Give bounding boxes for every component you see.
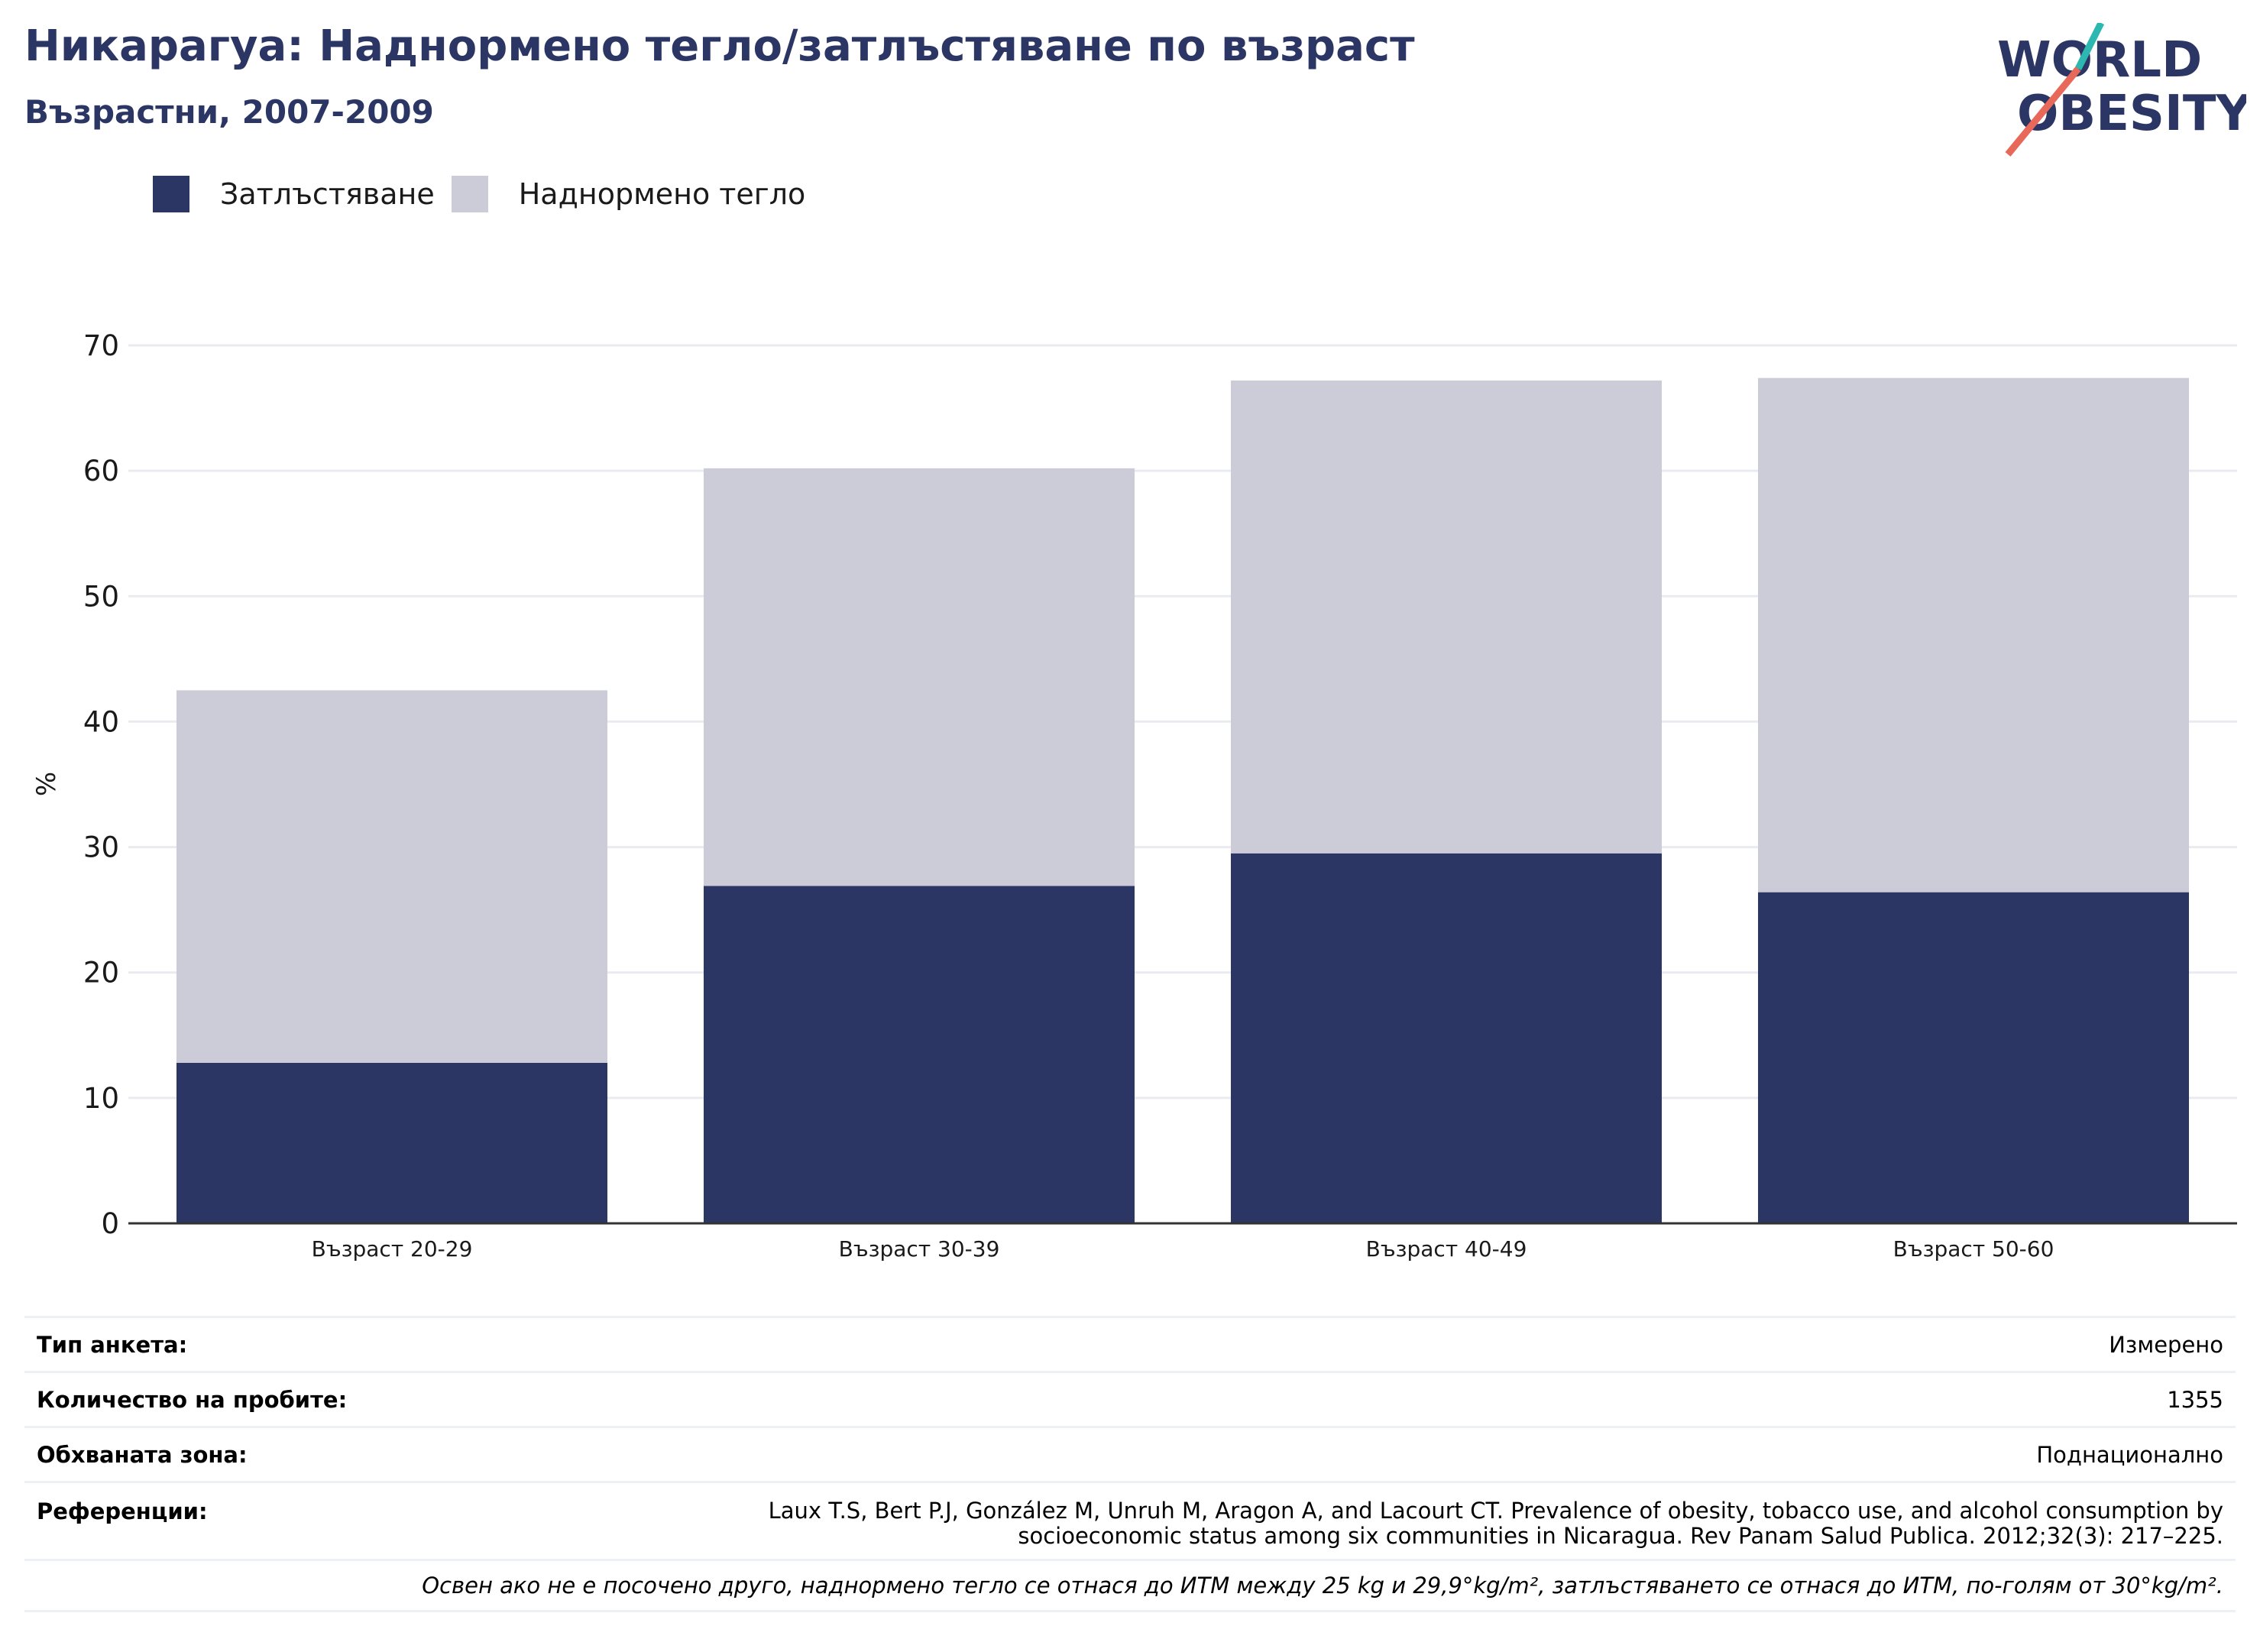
legend-swatch-obesity — [153, 176, 189, 212]
bar-overweight — [1231, 380, 1662, 854]
bar-overweight — [1758, 377, 2189, 892]
info-value-survey-type: Измерено — [2109, 1331, 2223, 1358]
y-tick-label: 20 — [83, 957, 119, 990]
y-tick-label: 60 — [83, 455, 119, 488]
chart-title: Никарагуа: Наднормено тегло/затлъстяване… — [24, 21, 1415, 71]
bar-overweight — [176, 690, 607, 1063]
reference-line-1: Laux T.S, Bert P.J, González M, Unruh M,… — [768, 1498, 2223, 1524]
legend-swatch-overweight — [451, 176, 488, 212]
info-key-references: Референции: — [37, 1498, 208, 1524]
legend-item-overweight: Наднормено тегло — [451, 176, 806, 212]
info-key-survey-type: Тип анкета: — [37, 1331, 188, 1358]
x-tick-label: Възраст 20-29 — [312, 1236, 473, 1262]
legend-item-obesity: Затлъстяване — [153, 176, 435, 212]
info-row-references: Референции: Laux T.S, Bert P.J, González… — [24, 1481, 2236, 1559]
info-value-sample-size: 1355 — [2167, 1386, 2223, 1413]
info-row-coverage: Обхваната зона: Поднационално — [24, 1426, 2236, 1481]
y-tick-label: 40 — [83, 705, 119, 738]
info-row-sample-size: Количество на пробите: 1355 — [24, 1371, 2236, 1426]
y-axis-label: % — [31, 772, 62, 796]
info-value-references: Laux T.S, Bert P.J, González M, Unruh M,… — [769, 1498, 2223, 1549]
stacked-bar-chart: 0 10 20 30 40 50 60 70% Възраст 20-29 Възраст 30-… — [31, 329, 2237, 1262]
y-tick-label: 30 — [83, 831, 119, 864]
logo-word-1: WORLD — [1997, 32, 2202, 89]
info-key-sample-size: Количество на пробите: — [37, 1386, 348, 1413]
info-value-coverage: Поднационално — [2036, 1441, 2223, 1468]
bar-obesity — [1758, 892, 2189, 1223]
legend-label-overweight: Наднормено тегло — [518, 177, 806, 211]
logo-slash-teal — [2074, 23, 2105, 71]
y-tick-label: 0 — [101, 1207, 119, 1240]
legend-label-obesity: Затлъстяване — [220, 177, 435, 211]
reference-line-2: socioeconomic status among six communiti… — [1018, 1523, 2223, 1549]
survey-info-table: Тип анкета: Измерено Количество на проби… — [24, 1316, 2236, 1612]
definition-note: Освен ако не е посочено друго, наднормен… — [422, 1573, 2223, 1599]
y-tick-label: 50 — [83, 580, 119, 613]
info-row-survey-type: Тип анкета: Измерено — [24, 1316, 2236, 1371]
info-key-coverage: Обхваната зона: — [37, 1441, 248, 1468]
bar-overweight — [704, 468, 1135, 886]
bar-obesity — [704, 886, 1135, 1223]
x-tick-label: Възраст 50-60 — [1893, 1236, 2054, 1262]
world-obesity-logo: WORLD OBESITY — [1997, 23, 2246, 157]
chart-subtitle: Възрастни, 2007-2009 — [24, 93, 434, 131]
bar-obesity — [176, 1062, 607, 1223]
x-tick-label: Възраст 40-49 — [1366, 1236, 1527, 1262]
y-tick-label: 10 — [83, 1082, 119, 1115]
x-tick-label: Възраст 30-39 — [839, 1236, 1000, 1262]
logo-slash-coral — [2005, 66, 2081, 157]
bar-obesity — [1231, 853, 1662, 1223]
info-row-note: Освен ако не е посочено друго, наднормен… — [24, 1559, 2236, 1612]
y-tick-label: 70 — [83, 329, 119, 362]
chart-legend: Затлъстяване Наднормено тегло — [153, 176, 822, 212]
